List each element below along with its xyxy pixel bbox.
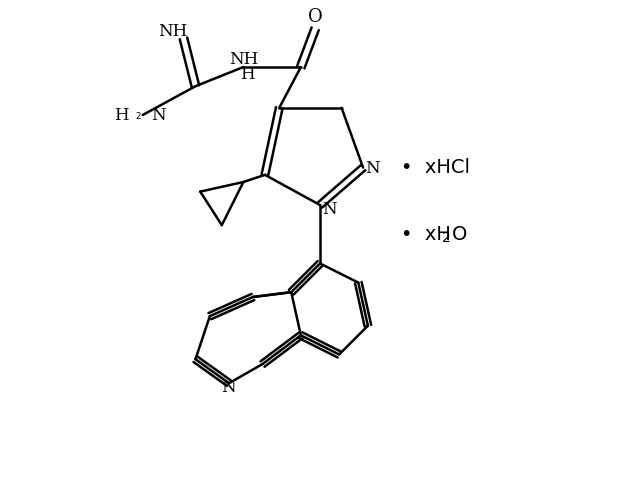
Text: O: O <box>452 225 468 244</box>
Text: N: N <box>152 107 166 125</box>
Text: N: N <box>221 379 236 397</box>
Text: •  xHCl: • xHCl <box>401 158 470 177</box>
Text: H: H <box>240 66 255 83</box>
Text: NH: NH <box>158 23 187 40</box>
Text: N: N <box>323 201 337 218</box>
Text: •  xH: • xH <box>401 225 451 244</box>
Text: O: O <box>308 8 323 26</box>
Text: $_2$: $_2$ <box>134 109 141 123</box>
Text: N: N <box>365 160 380 177</box>
Text: H: H <box>114 107 129 125</box>
Text: NH: NH <box>228 51 258 68</box>
Text: 2: 2 <box>442 231 451 245</box>
